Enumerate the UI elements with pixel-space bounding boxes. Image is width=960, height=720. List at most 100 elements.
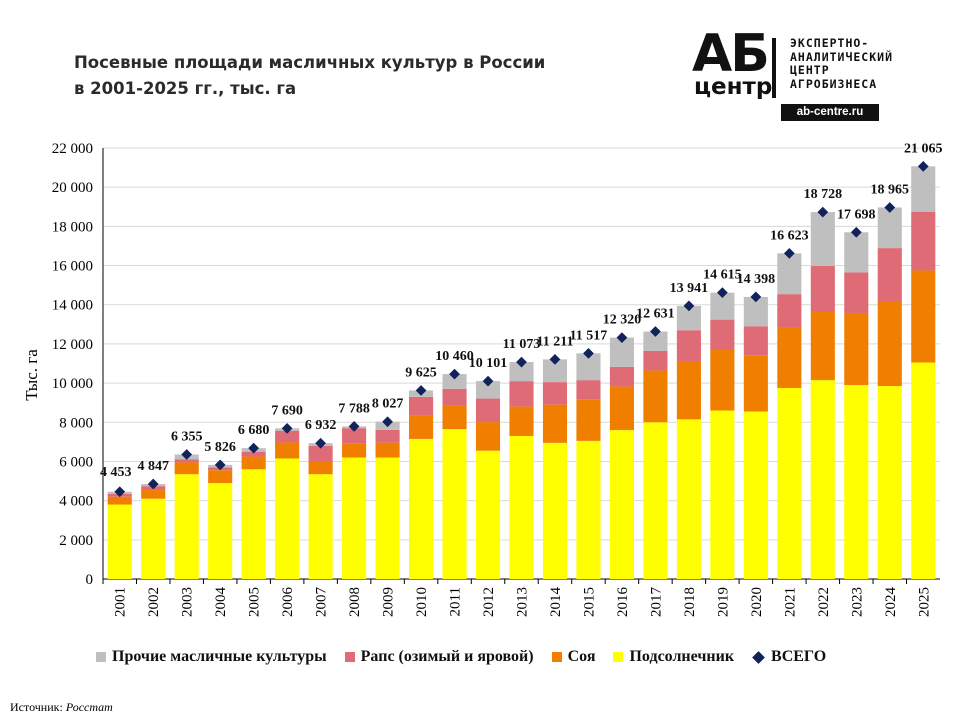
bar-segment [409, 415, 434, 439]
x-tick-label: 2006 [280, 587, 296, 618]
bar-segment [542, 404, 568, 443]
bar-segment [710, 319, 735, 350]
total-data-label: 14 615 [703, 268, 742, 283]
bar-segment [409, 396, 434, 416]
bar-segment [475, 422, 501, 451]
legend-item: Соя [551, 648, 595, 666]
total-data-label: 6 932 [305, 418, 337, 433]
bar-segment [710, 410, 735, 579]
x-tick-label: 2012 [481, 587, 497, 617]
bar-segment [107, 504, 132, 579]
y-tick-label: 6 000 [59, 454, 93, 470]
total-data-label: 21 065 [904, 141, 943, 156]
legend-item: Подсолнечник [613, 648, 734, 666]
y-tick-label: 4 000 [59, 494, 93, 510]
bar-segment [475, 398, 501, 423]
bar-segment [342, 428, 367, 444]
y-tick-label: 14 000 [52, 298, 93, 314]
legend-label: Подсолнечник [629, 648, 735, 665]
bar-segment [442, 374, 467, 389]
bar-segment [911, 166, 936, 212]
bar-segment [442, 405, 467, 430]
y-tick-label: 0 [86, 572, 94, 588]
total-marker [415, 385, 427, 396]
bar-segment [509, 362, 534, 382]
bar-segment [609, 386, 634, 431]
logo-mark-top: АБ [692, 24, 770, 84]
bar-segment [877, 207, 902, 249]
ab-centre-logo: АБ центр ЭКСПЕРТНО- АНАЛИТИЧЕСКИЙ ЦЕНТР … [692, 24, 942, 124]
x-tick-label: 2004 [213, 587, 229, 618]
total-marker [917, 160, 929, 172]
total-data-label: 11 073 [503, 337, 541, 352]
x-tick-label: 2010 [414, 587, 430, 617]
bar-segment [810, 212, 835, 266]
bar-segment [275, 430, 300, 443]
bar-segment [911, 270, 936, 363]
y-tick-label: 22 000 [52, 141, 93, 157]
bar-segment [810, 265, 835, 312]
y-tick-label: 18 000 [52, 219, 93, 235]
x-tick-label: 2020 [749, 587, 765, 617]
x-tick-label: 2009 [381, 587, 397, 617]
total-data-label: 13 941 [670, 281, 709, 296]
legend-swatch [551, 652, 562, 662]
total-data-label: 14 398 [737, 272, 776, 287]
y-tick-label: 16 000 [52, 259, 93, 275]
logo-mark-bottom: центр [694, 74, 773, 100]
legend-label: Прочие масличные культуры [112, 648, 327, 665]
total-data-label: 11 211 [536, 334, 573, 349]
bar-segment [241, 456, 266, 470]
bar-segment [810, 380, 835, 579]
logo-text-line: АНАЛИТИЧЕСКИЙ [790, 49, 894, 64]
legend-label: ВСЕГО [771, 648, 827, 665]
bar-segment [308, 445, 333, 462]
bar-segment [409, 438, 434, 579]
total-marker [315, 437, 326, 449]
bar-segment [308, 461, 333, 475]
total-data-label: 4 847 [137, 459, 169, 474]
logo-text-line: АГРОБИЗНЕСА [790, 76, 878, 91]
bar-segment [241, 451, 266, 457]
bar-segment [777, 327, 802, 388]
x-tick-label: 2013 [515, 587, 531, 617]
total-marker [717, 287, 728, 299]
total-data-label: 6 355 [171, 429, 203, 444]
total-marker [181, 449, 193, 460]
total-marker [382, 416, 393, 428]
total-data-label: 17 698 [837, 207, 876, 222]
bar-segment [241, 469, 266, 579]
bar-segment [375, 457, 400, 579]
bar-segment [509, 381, 534, 407]
bar-segment [542, 359, 568, 383]
x-tick-label: 2021 [782, 587, 798, 617]
logo-divider [772, 38, 776, 98]
chart-title-line1: Посевные площади масличных культур в Рос… [74, 53, 546, 72]
chart-legend: Прочие масличные культуры Рапс (озимый и … [96, 648, 936, 666]
bar-segment [777, 387, 802, 579]
x-tick-label: 2023 [849, 587, 865, 617]
x-tick-label: 2014 [548, 587, 564, 618]
legend-item: Прочие масличные культуры [96, 648, 327, 666]
logo-url: ab-centre.ru [781, 104, 879, 121]
bar-segment [275, 442, 300, 459]
total-data-label: 12 631 [636, 307, 675, 322]
total-data-label: 7 690 [271, 403, 303, 418]
bar-segment [810, 311, 835, 381]
x-tick-label: 2016 [615, 587, 631, 618]
legend-swatch [96, 652, 106, 662]
bar-segment [844, 313, 869, 386]
total-data-label: 18 965 [871, 182, 910, 197]
bar-segment [877, 248, 902, 302]
total-marker [348, 421, 360, 432]
bar-segment [174, 474, 199, 579]
bar-segment [542, 442, 568, 579]
bar-segment [375, 429, 400, 443]
source-label: Источник: [10, 700, 63, 714]
bar-segment [509, 435, 534, 579]
bar-segment [643, 331, 668, 351]
legend-item: Рапс (озимый и яровой) [344, 648, 534, 666]
y-tick-label: 10 000 [52, 376, 93, 392]
bar-segment [141, 490, 166, 499]
